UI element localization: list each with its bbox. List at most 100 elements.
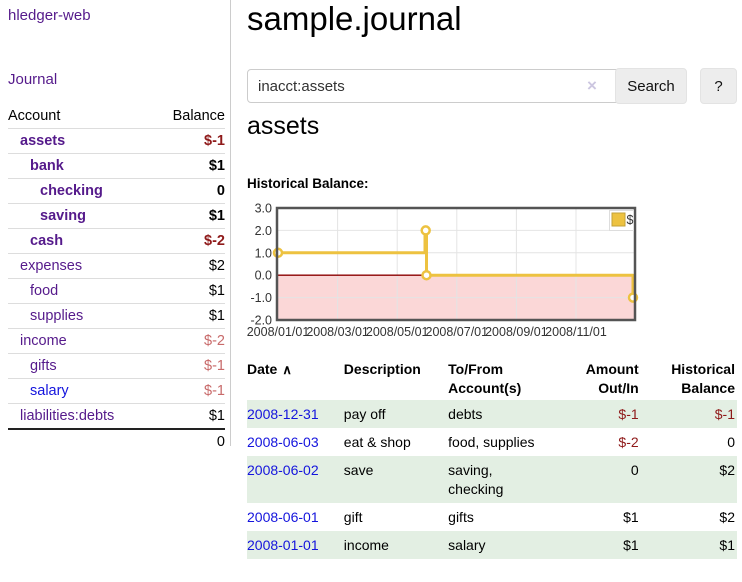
account-link-checking[interactable]: checking — [40, 183, 103, 199]
svg-text:2008/05/01: 2008/05/01 — [366, 325, 429, 339]
transaction-row: 2008-12-31 pay off debts $-1 $-1 — [247, 400, 737, 428]
transaction-row: 2008-06-01 gift gifts $1 $2 — [247, 503, 737, 531]
transaction-row: 2008-06-02 save saving, checking 0 $2 — [247, 456, 737, 503]
svg-text:2008/09/01: 2008/09/01 — [485, 325, 548, 339]
transaction-accounts: food, supplies — [448, 428, 549, 456]
clear-search-icon[interactable]: × — [587, 76, 597, 96]
account-row-bank: bank $1 — [8, 154, 225, 179]
sidebar: hledger-web Journal Account Balance asse… — [0, 0, 231, 446]
page-title: sample.journal — [247, 0, 462, 38]
transaction-accounts: salary — [448, 531, 549, 559]
description-column-header: Description — [344, 358, 448, 400]
account-balance: $1 — [153, 204, 225, 229]
transaction-row: 2008-06-03 eat & shop food, supplies $-2… — [247, 428, 737, 456]
transaction-balance: $1 — [641, 531, 737, 559]
account-link-saving[interactable]: saving — [40, 208, 86, 224]
data-point-marker — [423, 271, 431, 279]
register-table-header: Date∧ Description To/From Account(s) Amo… — [247, 358, 737, 400]
account-row-assets: assets $-1 — [8, 129, 225, 154]
transaction-date-link[interactable]: 2008-06-02 — [247, 462, 319, 478]
account-link-food[interactable]: food — [30, 283, 58, 299]
legend-swatch — [612, 213, 625, 226]
chart-x-axis-labels: 2008/01/01 2008/03/01 2008/05/01 2008/07… — [247, 325, 607, 339]
app-title-link[interactable]: hledger-web — [8, 7, 91, 24]
account-row-salary: salary $-1 — [8, 379, 225, 404]
transaction-balance: $2 — [641, 456, 737, 503]
date-column-header[interactable]: Date∧ — [247, 358, 344, 400]
account-balance: $-1 — [153, 129, 225, 154]
accounts-total-value: 0 — [153, 429, 225, 454]
account-row-expenses: expenses $2 — [8, 254, 225, 279]
chart-y-axis-labels: 3.0 2.0 1.0 0.0 -1.0 -2.0 — [250, 203, 272, 328]
svg-text:1.0: 1.0 — [255, 246, 272, 260]
transaction-accounts: debts — [448, 400, 549, 428]
search-input[interactable] — [247, 69, 627, 103]
data-point-marker — [422, 226, 430, 234]
account-link-income[interactable]: income — [20, 333, 67, 349]
balance-column-header: Balance — [153, 104, 225, 129]
transaction-date-link[interactable]: 2008-06-01 — [247, 509, 319, 525]
svg-text:2008/11/01: 2008/11/01 — [545, 325, 607, 339]
transaction-date-link[interactable]: 2008-06-03 — [247, 434, 319, 450]
account-balance: $-1 — [153, 354, 225, 379]
account-link-bank[interactable]: bank — [30, 158, 64, 174]
transaction-description: save — [344, 456, 448, 503]
account-balance: $-1 — [153, 379, 225, 404]
chart-title: Historical Balance: — [247, 176, 369, 191]
transaction-balance: 0 — [641, 428, 737, 456]
hledger-web-app: { "colors": { "link_purple": "#551A8B", … — [0, 0, 742, 582]
account-link-liabilities-debts[interactable]: liabilities:debts — [20, 408, 114, 424]
accounts-total-row: 0 — [8, 429, 225, 454]
account-balance: $-2 — [153, 329, 225, 354]
transaction-description: eat & shop — [344, 428, 448, 456]
account-row-supplies: supplies $1 — [8, 304, 225, 329]
historical-balance-chart: $ 3.0 2.0 1.0 0.0 -1.0 -2.0 2008/01/01 2… — [245, 203, 645, 347]
accounts-table: Account Balance assets $-1 bank $1 check… — [8, 104, 225, 454]
transaction-accounts: gifts — [448, 503, 549, 531]
accounts-table-header: Account Balance — [8, 104, 225, 129]
account-balance: $1 — [153, 404, 225, 430]
account-row-liabilities-debts: liabilities:debts $1 — [8, 404, 225, 430]
account-link-expenses[interactable]: expenses — [20, 258, 82, 274]
account-row-gifts: gifts $-1 — [8, 354, 225, 379]
balance-column-header: Historical Balance — [641, 358, 737, 400]
account-column-header: Account — [8, 104, 153, 129]
account-row-saving: saving $1 — [8, 204, 225, 229]
account-balance: $1 — [153, 154, 225, 179]
transaction-amount: $-2 — [550, 428, 641, 456]
amount-column-header: Amount Out/In — [550, 358, 641, 400]
svg-text:2008/01/01: 2008/01/01 — [247, 325, 310, 339]
account-row-checking: checking 0 — [8, 179, 225, 204]
sort-ascending-icon: ∧ — [282, 362, 292, 377]
transaction-amount: 0 — [550, 456, 641, 503]
account-balance: $-2 — [153, 229, 225, 254]
transaction-date-link[interactable]: 2008-01-01 — [247, 537, 319, 553]
account-balance: $1 — [153, 304, 225, 329]
svg-text:3.0: 3.0 — [255, 203, 272, 216]
svg-text:0.0: 0.0 — [255, 269, 272, 283]
account-row-income: income $-2 — [8, 329, 225, 354]
svg-text:2.0: 2.0 — [255, 224, 272, 238]
account-link-salary[interactable]: salary — [30, 383, 69, 399]
search-button[interactable]: Search — [615, 68, 687, 104]
account-balance: $1 — [153, 279, 225, 304]
transaction-balance: $2 — [641, 503, 737, 531]
account-link-assets[interactable]: assets — [20, 133, 65, 149]
transaction-amount: $1 — [550, 531, 641, 559]
transaction-amount: $1 — [550, 503, 641, 531]
search-form: × Search ? — [247, 68, 737, 104]
transaction-balance: $-1 — [641, 400, 737, 428]
account-balance: 0 — [153, 179, 225, 204]
sidebar-item-journal[interactable]: Journal — [8, 71, 57, 88]
help-button[interactable]: ? — [700, 68, 737, 104]
transaction-date-link[interactable]: 2008-12-31 — [247, 406, 319, 422]
svg-text:2008/07/01: 2008/07/01 — [426, 325, 489, 339]
account-balance: $2 — [153, 254, 225, 279]
account-row-food: food $1 — [8, 279, 225, 304]
account-link-cash[interactable]: cash — [30, 233, 63, 249]
account-link-gifts[interactable]: gifts — [30, 358, 57, 374]
account-link-supplies[interactable]: supplies — [30, 308, 83, 324]
svg-text:-1.0: -1.0 — [250, 291, 272, 305]
transaction-row: 2008-01-01 income salary $1 $1 — [247, 531, 737, 559]
svg-text:2008/03/01: 2008/03/01 — [306, 325, 369, 339]
